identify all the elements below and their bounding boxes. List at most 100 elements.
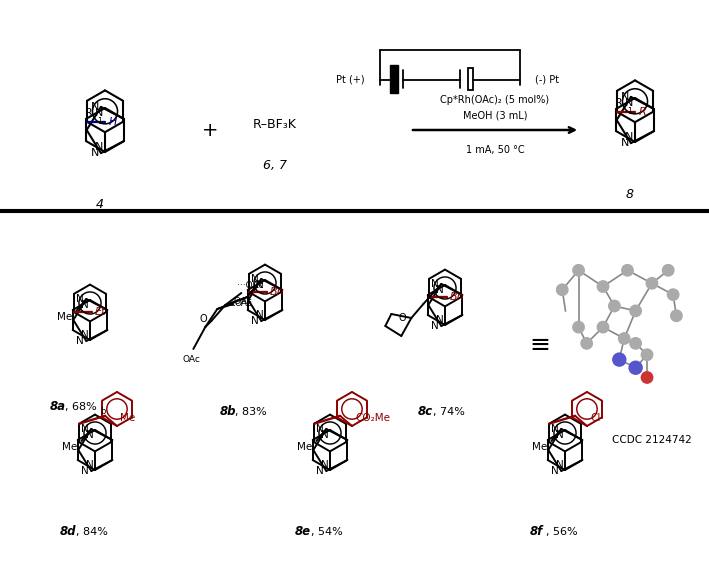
Text: Me: Me: [62, 442, 77, 452]
Circle shape: [642, 372, 653, 383]
Text: 8e: 8e: [295, 525, 311, 538]
Text: 8c: 8c: [418, 405, 433, 418]
Text: Cl: Cl: [591, 413, 601, 423]
Text: b: b: [100, 407, 106, 416]
Text: N: N: [95, 142, 104, 151]
Text: N: N: [430, 279, 438, 289]
Text: N: N: [437, 315, 445, 325]
Text: , 54%: , 54%: [311, 527, 342, 537]
Text: 6, 7: 6, 7: [263, 158, 287, 172]
Text: Me: Me: [532, 442, 547, 452]
Text: N: N: [625, 99, 634, 108]
Text: N: N: [557, 460, 564, 470]
Text: N: N: [76, 294, 84, 304]
Text: Bn: Bn: [450, 292, 464, 302]
Text: N: N: [551, 424, 558, 434]
Text: N: N: [437, 285, 445, 295]
Circle shape: [613, 353, 626, 366]
Text: Cp*Rh(OAc)₂ (5 mol%): Cp*Rh(OAc)₂ (5 mol%): [440, 95, 549, 105]
Text: ̲OAc: ̲OAc: [234, 296, 252, 306]
Text: 8f: 8f: [530, 525, 543, 538]
Text: N: N: [321, 430, 329, 440]
Circle shape: [667, 289, 679, 300]
Text: N: N: [81, 424, 89, 434]
Text: , 56%: , 56%: [546, 527, 578, 537]
Text: Me: Me: [57, 312, 72, 322]
Text: CCDC 2124742: CCDC 2124742: [612, 435, 692, 445]
Text: N: N: [257, 280, 264, 290]
Text: R: R: [639, 107, 646, 117]
Text: OAc: OAc: [182, 354, 200, 364]
Circle shape: [671, 310, 682, 321]
Circle shape: [573, 321, 584, 333]
Text: R: R: [85, 108, 93, 118]
Text: N: N: [625, 132, 634, 142]
Text: Pt (+): Pt (+): [336, 75, 365, 85]
Text: N: N: [250, 274, 258, 284]
Text: R–BF₃K: R–BF₃K: [253, 118, 297, 132]
Text: N: N: [551, 466, 558, 476]
Circle shape: [629, 361, 642, 374]
Circle shape: [597, 321, 609, 333]
Circle shape: [557, 284, 568, 295]
Text: Me: Me: [297, 442, 313, 452]
Text: 8d: 8d: [60, 525, 77, 538]
Text: N: N: [250, 316, 258, 326]
Text: ···OAc: ···OAc: [238, 281, 264, 289]
Text: CO₂Me: CO₂Me: [355, 413, 391, 423]
Text: (-) Pt: (-) Pt: [535, 75, 559, 85]
Text: Me: Me: [121, 413, 135, 423]
Text: R: R: [615, 98, 623, 108]
Text: MeOH (3 mL): MeOH (3 mL): [463, 110, 527, 120]
Text: 1: 1: [97, 117, 101, 126]
Circle shape: [618, 333, 630, 344]
Text: OAc: OAc: [234, 299, 252, 307]
Circle shape: [630, 305, 642, 317]
Circle shape: [646, 278, 658, 289]
Text: N: N: [257, 310, 264, 320]
Text: N: N: [620, 138, 629, 148]
Text: +: +: [202, 121, 218, 140]
Circle shape: [642, 349, 653, 360]
Text: 4: 4: [96, 198, 104, 212]
Text: 8a: 8a: [50, 400, 66, 413]
Circle shape: [662, 264, 674, 276]
Text: N: N: [82, 330, 89, 340]
Bar: [468, 68, 473, 90]
Circle shape: [581, 338, 593, 349]
Text: O: O: [200, 314, 207, 324]
Text: 1: 1: [627, 107, 632, 116]
Text: N: N: [95, 108, 104, 118]
Text: , 83%: , 83%: [235, 407, 267, 417]
Text: N: N: [76, 336, 84, 346]
Text: N: N: [81, 466, 89, 476]
Text: N: N: [557, 430, 564, 440]
Circle shape: [573, 264, 584, 276]
Text: ≡: ≡: [530, 333, 550, 357]
Text: 8b: 8b: [220, 405, 237, 418]
Text: O: O: [398, 313, 406, 323]
Text: N: N: [316, 424, 323, 434]
Text: N: N: [321, 460, 329, 470]
Text: N: N: [620, 92, 629, 102]
Text: N: N: [91, 148, 99, 158]
Circle shape: [630, 338, 642, 349]
Text: , 68%: , 68%: [65, 402, 96, 412]
Text: 1 mA, 50 °C: 1 mA, 50 °C: [466, 145, 525, 155]
Text: , 84%: , 84%: [76, 527, 108, 537]
Text: Bn: Bn: [270, 287, 285, 297]
Text: , 74%: , 74%: [433, 407, 465, 417]
Text: N: N: [82, 300, 89, 310]
Circle shape: [597, 281, 609, 292]
Text: N: N: [86, 460, 94, 470]
Text: N: N: [91, 102, 99, 112]
Bar: [390, 65, 398, 93]
Circle shape: [609, 300, 620, 311]
Text: 8: 8: [626, 188, 634, 201]
Text: N: N: [86, 430, 94, 440]
Circle shape: [622, 264, 633, 276]
Text: Et: Et: [95, 307, 106, 317]
Text: H: H: [108, 117, 117, 127]
Text: N: N: [316, 466, 323, 476]
Text: N: N: [430, 321, 438, 331]
